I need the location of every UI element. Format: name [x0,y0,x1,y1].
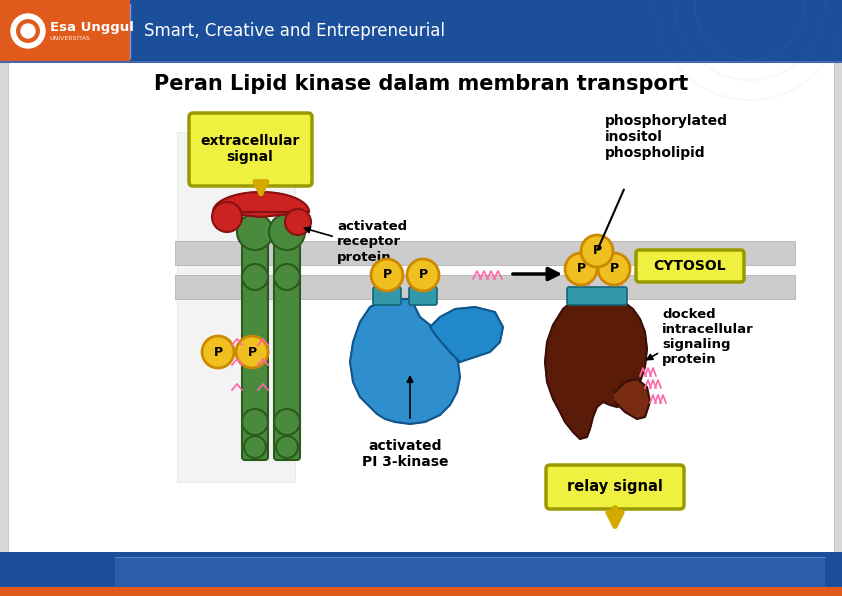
Circle shape [212,202,242,232]
Text: P: P [593,244,601,257]
Text: docked
intracellular
signaling
protein: docked intracellular signaling protein [662,308,754,366]
Text: Smart, Creative and Entrepreneurial: Smart, Creative and Entrepreneurial [144,22,445,40]
FancyBboxPatch shape [546,465,684,509]
Circle shape [371,259,403,291]
Text: P: P [213,346,222,359]
Text: Esa Unggul: Esa Unggul [50,20,134,33]
Text: UNIVERSITAS: UNIVERSITAS [50,36,91,41]
Bar [0,587,842,596]
Text: activated
receptor
protein: activated receptor protein [337,221,408,263]
Circle shape [236,336,268,368]
FancyBboxPatch shape [567,287,627,305]
Circle shape [21,24,35,38]
Text: P: P [382,269,392,281]
Text: P: P [248,346,257,359]
Circle shape [242,409,268,435]
Bar [177,132,295,482]
FancyBboxPatch shape [274,234,300,460]
Text: P: P [418,269,428,281]
Bar [0,552,842,596]
Bar [115,557,825,587]
Bar [175,275,795,299]
Polygon shape [615,379,650,419]
FancyBboxPatch shape [189,113,312,186]
Circle shape [237,214,273,250]
Text: P: P [577,262,585,275]
Text: relay signal: relay signal [567,480,663,495]
Circle shape [242,264,268,290]
Polygon shape [430,307,503,362]
Polygon shape [350,299,460,424]
Circle shape [565,253,597,285]
Text: phosphorylated
inositol
phospholipid: phosphorylated inositol phospholipid [605,114,728,160]
Text: extracellular
signal: extracellular signal [200,134,300,164]
Bar [0,0,842,62]
Circle shape [598,253,630,285]
Circle shape [285,209,311,235]
Polygon shape [545,299,647,439]
Text: activated
PI 3-kinase: activated PI 3-kinase [362,439,448,469]
Circle shape [269,214,305,250]
Circle shape [274,409,300,435]
Text: P: P [610,262,619,275]
FancyBboxPatch shape [242,234,268,460]
Circle shape [15,18,41,44]
Text: Peran Lipid kinase dalam membran transport: Peran Lipid kinase dalam membran transpo… [154,74,688,94]
Bar [8,62,834,552]
Polygon shape [213,192,309,217]
Circle shape [202,336,234,368]
Circle shape [244,436,266,458]
FancyBboxPatch shape [409,287,437,305]
Circle shape [274,264,300,290]
Circle shape [11,14,45,48]
Bar [0,0,130,62]
FancyBboxPatch shape [636,250,744,282]
Circle shape [407,259,439,291]
Text: CYTOSOL: CYTOSOL [653,259,727,273]
Bar [175,241,795,265]
Circle shape [581,235,613,267]
Circle shape [276,436,298,458]
FancyBboxPatch shape [373,287,401,305]
